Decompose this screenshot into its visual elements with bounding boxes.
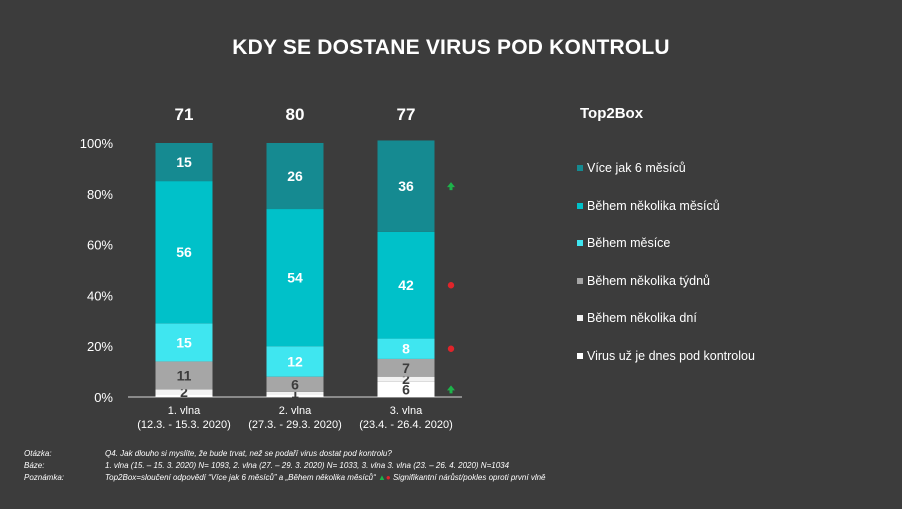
y-tick-label: 60% [87, 238, 113, 253]
bar-segment [377, 381, 435, 397]
data-label: 42 [398, 277, 414, 293]
legend-swatch [577, 315, 583, 322]
y-tick-label: 100% [80, 136, 114, 151]
data-label: 7 [402, 360, 410, 376]
legend-swatch [577, 165, 583, 171]
legend-swatch [577, 353, 583, 359]
data-label: 26 [287, 168, 303, 184]
bar-segment [155, 181, 213, 324]
legend-label: Během několika týdnů [587, 273, 710, 288]
legend-item: Více jak 6 měsíců [577, 160, 686, 176]
sig-up-icon [447, 182, 455, 191]
top2box-value: 80 [286, 105, 305, 124]
bar-segment [266, 391, 324, 395]
data-label: 1 [291, 385, 299, 401]
bar-segment [377, 231, 435, 339]
legend-label: Během několika měsíců [587, 198, 720, 213]
sig-up-icon: ▲ [377, 473, 386, 482]
x-category-label: 2. vlna [279, 405, 312, 417]
note-base-text: 1. vlna (15. – 15. 3. 2020) N= 1093, 2. … [105, 461, 510, 470]
legend-item: Během měsíce [577, 235, 670, 251]
y-tick-label: 40% [87, 288, 113, 303]
legend-item: Během několika týdnů [577, 273, 710, 289]
data-label: 8 [402, 341, 410, 357]
note-remark-label: Poznámka: [24, 473, 65, 482]
x-category-label: (12.3. - 15.3. 2020) [137, 419, 231, 431]
data-label: 6 [291, 376, 299, 392]
note-base-label: Báze: [24, 461, 45, 470]
top2box-value: 71 [175, 105, 194, 124]
bar-segment [155, 323, 213, 362]
note-remark-text-b: Signifikantní nárůst/pokles oproti první… [392, 473, 546, 482]
sig-down-icon [447, 345, 455, 352]
data-label: 11 [177, 367, 192, 383]
note-remark-text: Top2Box=sloučení odpovědí “Více jak 6 mě… [105, 472, 546, 484]
bar-segment [377, 358, 435, 377]
bar-segment [155, 394, 213, 397]
top2box-header: Top2Box [580, 105, 644, 122]
bar-segment [266, 209, 324, 347]
bar-segment [266, 376, 324, 392]
data-label: 15 [176, 334, 192, 350]
data-label: 15 [176, 154, 192, 170]
legend-swatch [577, 202, 583, 209]
bar-segment [266, 346, 324, 377]
chart-title: KDY SE DOSTANE VIRUS POD KONTROLU [232, 36, 670, 59]
top2box-value: 77 [397, 105, 416, 124]
legend-item: Během několika měsíců [577, 198, 720, 214]
note-remark-text-a: Top2Box=sloučení odpovědí “Více jak 6 mě… [105, 473, 376, 482]
note-question-label: Otázka: [24, 449, 52, 458]
bar-segment [266, 394, 324, 397]
sig-up-icon [447, 385, 455, 394]
x-category-label: 1. vlna [168, 405, 201, 417]
x-category-label: 3. vlna [390, 405, 423, 417]
data-label: 36 [398, 178, 414, 194]
legend-label: Během několika dní [587, 311, 697, 326]
legend-swatch [577, 277, 583, 284]
bar-segment [377, 376, 435, 382]
y-tick-label: 80% [87, 187, 113, 202]
bar-segment [377, 338, 435, 359]
legend-label: Virus už je dnes pod kontrolou [587, 349, 755, 363]
legend-label: Během měsíce [587, 236, 671, 251]
sig-down-icon [447, 282, 455, 289]
legend-item: Virus už je dnes pod kontrolou [577, 348, 755, 364]
legend-item: Během několika dní [577, 310, 697, 326]
bar-segment [155, 361, 213, 390]
legend-label: Více jak 6 měsíců [587, 161, 686, 175]
data-label: 2 [402, 371, 410, 387]
bar-segment [155, 143, 213, 182]
data-label: 6 [402, 381, 410, 397]
data-label: 54 [287, 270, 303, 286]
bar-segment [266, 143, 324, 210]
data-label: 2 [180, 384, 188, 400]
x-category-label: (23.4. - 26.4. 2020) [359, 419, 453, 431]
x-category-label: (27.3. - 29.3. 2020) [248, 419, 342, 431]
bar-segment [155, 389, 213, 395]
bar-segment [377, 140, 435, 232]
data-label: 12 [287, 353, 303, 369]
legend-swatch [577, 240, 583, 247]
y-tick-label: 20% [87, 339, 113, 354]
data-label: 56 [176, 244, 192, 260]
note-question-text: Q4. Jak dlouho si myslíte, že bude trvat… [105, 449, 392, 458]
sig-down-icon: ● [385, 473, 391, 482]
y-tick-label: 0% [94, 390, 113, 405]
